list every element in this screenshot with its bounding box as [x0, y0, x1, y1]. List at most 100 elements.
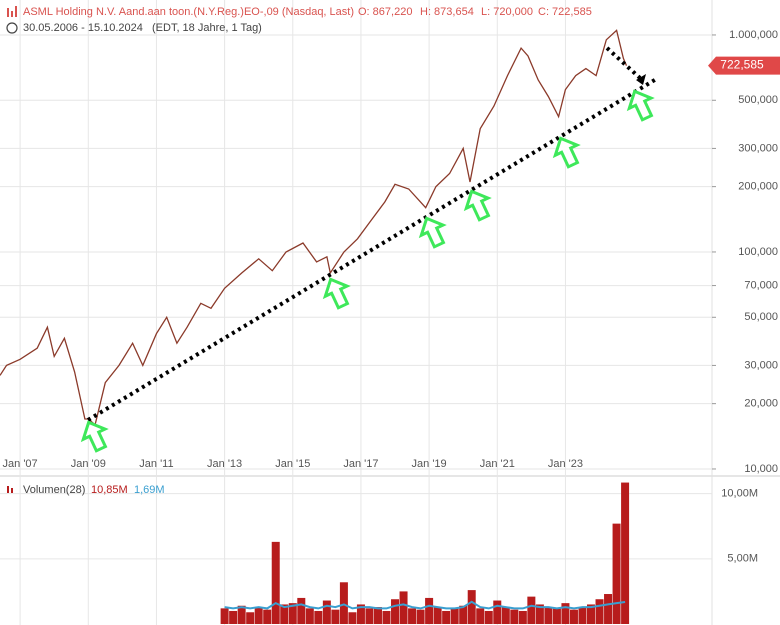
volume-bar — [305, 608, 314, 624]
x-tick-label: Jan '21 — [480, 458, 515, 470]
arrow-annotation — [322, 277, 351, 310]
volume-bar — [373, 607, 382, 624]
volume-bar — [399, 591, 408, 624]
volume-bar — [416, 609, 425, 624]
volume-bar — [433, 607, 442, 624]
icon — [11, 11, 13, 17]
trend-line — [605, 46, 642, 80]
x-tick-label: Jan '09 — [71, 458, 106, 470]
volume-bar — [297, 597, 306, 624]
volume-bar — [288, 603, 297, 624]
average-line — [224, 600, 626, 610]
arrow-head — [636, 74, 646, 85]
volume-bar — [331, 609, 340, 624]
volume-bar — [595, 599, 604, 624]
icon — [7, 486, 9, 493]
volume-bar — [612, 523, 621, 624]
x-tick-label: Jan '13 — [207, 458, 242, 470]
volume-bar — [314, 610, 323, 624]
volume-bar — [339, 582, 348, 624]
icon — [11, 488, 13, 493]
volume-bar — [621, 482, 630, 624]
annotations — [80, 46, 660, 453]
volume-bar — [246, 612, 255, 624]
volume-bar — [459, 605, 468, 624]
volume-bar — [322, 600, 331, 624]
volume-bar — [484, 610, 493, 624]
grid — [0, 0, 712, 625]
volume-bar — [280, 604, 289, 624]
stat: L: 720,000 — [481, 6, 533, 18]
y-tick-label: 50,000 — [744, 311, 778, 323]
volume-bar — [220, 608, 229, 624]
y-tick-label: 300,000 — [738, 142, 778, 154]
y-tick-label: 200,000 — [738, 181, 778, 193]
volume-bar — [510, 609, 519, 624]
arrow-annotation — [418, 216, 447, 249]
arrow-annotation — [626, 89, 655, 122]
price-line — [0, 29, 628, 426]
volume-bar — [501, 607, 510, 624]
volume-bar — [229, 610, 238, 624]
stat: C: 722,585 — [538, 6, 592, 18]
trend-line — [86, 76, 660, 422]
volume-bar — [356, 604, 365, 624]
icon — [15, 6, 17, 17]
volume-bar — [254, 607, 263, 624]
data — [0, 29, 630, 624]
volume-bar — [552, 608, 561, 624]
volume-bar — [467, 590, 476, 624]
y-tick-label: 1.000,000 — [729, 29, 778, 41]
volume-bar — [348, 612, 357, 624]
volume-bar — [535, 604, 544, 624]
arrow-annotation — [552, 136, 581, 169]
header: ASML Holding N.V. Aand.aan toon.(N.Y.Reg… — [6, 6, 592, 496]
volume-bar — [493, 600, 502, 624]
x-tick-label: Jan '23 — [548, 458, 583, 470]
x-tick-label: Jan '15 — [275, 458, 310, 470]
x-tick-label: Jan '11 — [139, 458, 173, 470]
volume-bar — [578, 607, 587, 624]
volume-bar — [544, 607, 553, 624]
stat: O: 867,220 — [358, 6, 412, 18]
subtitle-note: (EDT, 18 Jahre, 1 Tag) — [152, 22, 262, 34]
volume-title: Volumen(28) — [23, 484, 85, 496]
volume-bar — [425, 597, 434, 624]
y-tick-label: 500,000 — [738, 94, 778, 106]
x-tick-label: Jan '19 — [412, 458, 447, 470]
volume-bar — [561, 603, 570, 624]
volume-bar — [518, 610, 527, 624]
volume-bar — [365, 608, 374, 624]
volume-bar — [476, 608, 485, 624]
arrow-annotation — [80, 420, 109, 453]
volume-bar — [569, 609, 578, 624]
y-tick-label: 20,000 — [744, 398, 778, 410]
subtitle: 30.05.2006 - 15.10.2024 — [23, 22, 143, 34]
y-tick-label: 30,000 — [744, 359, 778, 371]
y-tick-label: 5,00M — [727, 553, 758, 565]
icon — [7, 8, 9, 17]
volume-bar — [391, 599, 400, 624]
volume-bar — [604, 594, 613, 624]
volume-bar — [587, 604, 596, 624]
volume-bar — [408, 608, 417, 624]
volume-bar — [263, 609, 272, 624]
y-tick-label: 70,000 — [744, 279, 778, 291]
volume-bar — [527, 596, 536, 624]
price-tag-label: 722,585 — [720, 58, 764, 72]
stat: H: 873,654 — [420, 6, 474, 18]
volume-bar — [382, 610, 391, 624]
price-tag — [708, 56, 780, 75]
volume-bar — [271, 541, 280, 624]
x-tick-label: Jan '17 — [343, 458, 378, 470]
x-tick-label: Jan '07 — [3, 458, 38, 470]
y-tick-label: 100,000 — [738, 246, 778, 258]
volume-bar — [450, 608, 459, 624]
volume-bar — [237, 605, 246, 624]
volume-bar — [442, 610, 451, 624]
y-tick-label: 10,000 — [744, 463, 778, 475]
arrow-annotation — [463, 189, 492, 222]
clock-icon — [6, 22, 18, 34]
